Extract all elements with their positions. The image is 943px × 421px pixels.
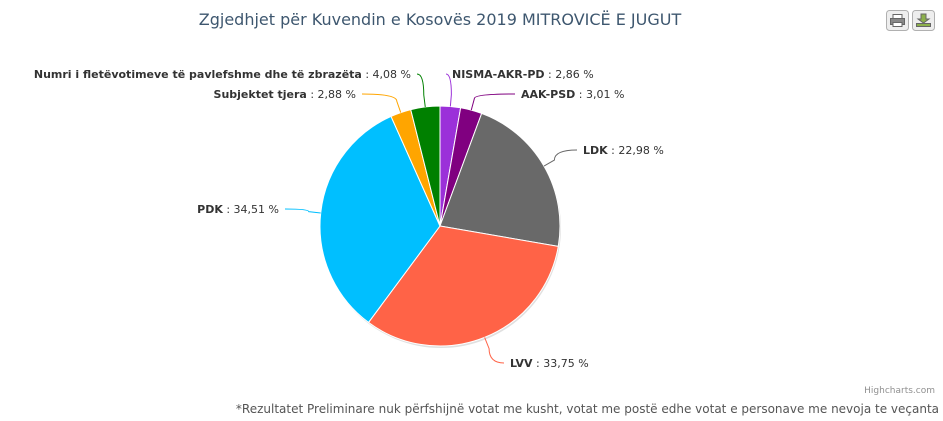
data-label-lvv: LVV : 33,75 %	[510, 357, 589, 370]
pie-slices	[319, 105, 561, 348]
connector-lvv	[484, 337, 505, 364]
data-label-numri-i-fletevotimeve-te-pavlefshme-dhe-te-zbrazeta: Numri i fletëvotimeve të pavlefshme dhe …	[34, 68, 411, 81]
pie-slice-lvv[interactable]	[367, 225, 559, 347]
footnote: *Rezultatet Preliminare nuk përfshijnë v…	[236, 402, 939, 416]
data-label-pdk: PDK : 34,51 %	[197, 203, 279, 216]
connector-ldk	[543, 149, 578, 167]
export-button[interactable]	[912, 10, 935, 31]
data-label-ldk: LDK : 22,98 %	[583, 144, 664, 157]
printer-icon	[890, 14, 905, 27]
connector-nisma-akr-pd	[445, 73, 452, 107]
print-button[interactable]	[886, 10, 909, 31]
data-label-nisma-akr-pd: NISMA-AKR-PD : 2,86 %	[452, 68, 594, 81]
pie-labels: NISMA-AKR-PD : 2,86 % AAK-PSD : 3,01 % LDK…	[34, 68, 664, 370]
download-icon	[916, 13, 931, 27]
chart-title: Zgjedhjet për Kuvendin e Kosovës 2019 MI…	[199, 10, 682, 29]
data-label-subjektet-tjera: Subjektet tjera : 2,88 %	[214, 88, 356, 101]
connector-pdk	[284, 208, 321, 214]
connector-aak-psd	[470, 93, 516, 111]
connector-subjektet-tjera	[361, 93, 402, 113]
connector-numri-i-fletevotimeve-te-pavlefshme-dhe-te-zbrazeta	[416, 73, 426, 107]
pie-slice-pdk[interactable]	[319, 115, 441, 324]
credits-link[interactable]: Highcharts.com	[864, 386, 935, 396]
pie-slice-ldk[interactable]	[439, 112, 561, 247]
data-label-aak-psd: AAK-PSD : 3,01 %	[521, 88, 624, 101]
